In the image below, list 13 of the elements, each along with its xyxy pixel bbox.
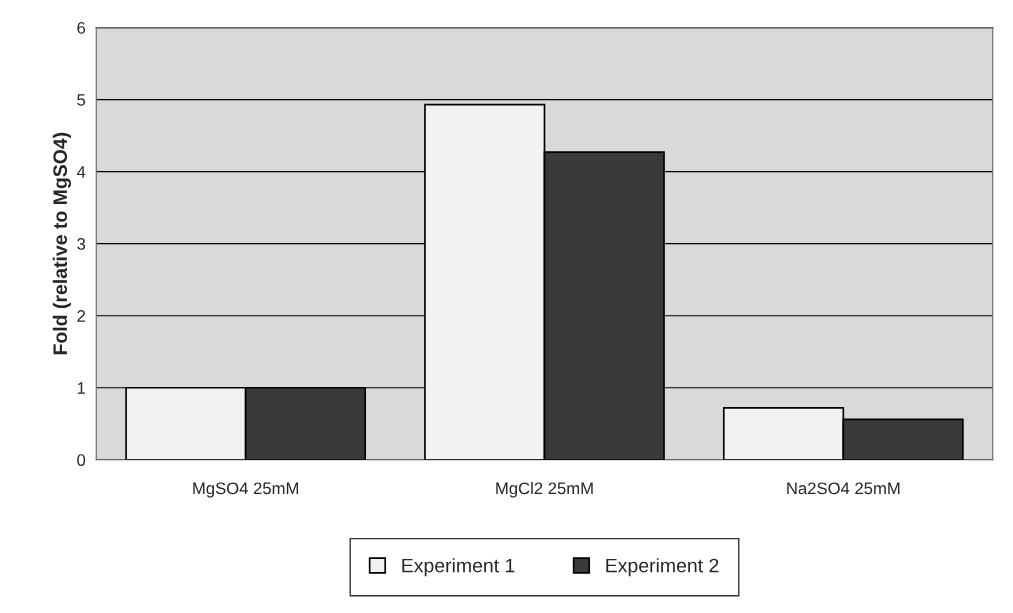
y-axis-title: Fold (relative to MgSO4) <box>52 132 71 355</box>
y-tick-label: 5 <box>77 94 86 106</box>
x-tick-label: Na2SO4 25mM <box>787 482 900 495</box>
y-tick-label: 1 <box>77 382 86 394</box>
y-tick-label: 0 <box>77 454 86 466</box>
x-tick-label: MgCl2 25mM <box>496 481 593 498</box>
legend-label: Experiment 1 <box>402 558 515 577</box>
legend-label: Experiment 2 <box>606 558 719 577</box>
y-tick-label: 6 <box>77 21 86 34</box>
x-tick-label: MgSO4 25mM <box>193 482 299 498</box>
y-tick-label: 4 <box>76 166 86 178</box>
y-tick-label: 2 <box>77 310 85 322</box>
y-tick-label: 3 <box>77 238 86 250</box>
